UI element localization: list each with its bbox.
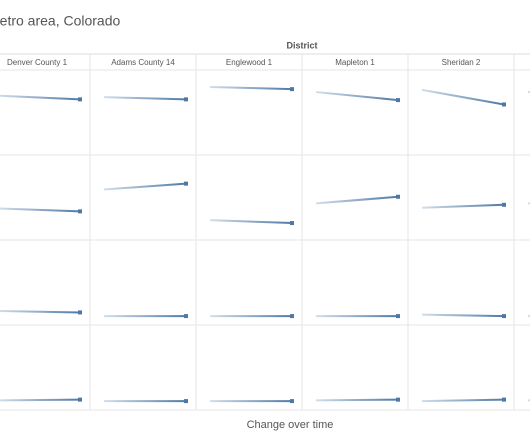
end-point bbox=[502, 314, 506, 319]
end-point bbox=[396, 98, 400, 103]
slope-line bbox=[103, 182, 187, 191]
chart-title: Metro area, Colorado bbox=[0, 13, 121, 29]
slope-line bbox=[209, 219, 293, 225]
end-point bbox=[396, 314, 400, 319]
end-point bbox=[502, 202, 506, 207]
end-point bbox=[78, 209, 82, 214]
column-label: Denver County 1 bbox=[7, 58, 68, 67]
slope-line bbox=[0, 207, 81, 213]
slope-line bbox=[0, 310, 81, 314]
end-point bbox=[184, 181, 188, 186]
end-point bbox=[78, 97, 82, 102]
end-point bbox=[290, 314, 294, 319]
end-point bbox=[184, 97, 188, 102]
column-header: District bbox=[286, 40, 317, 50]
slope-line bbox=[103, 96, 187, 101]
slope-line bbox=[421, 313, 505, 318]
end-point bbox=[396, 397, 400, 402]
slope-line bbox=[421, 398, 505, 403]
end-point bbox=[184, 314, 188, 319]
end-point bbox=[396, 194, 400, 199]
column-label: Mapleton 1 bbox=[335, 58, 375, 67]
end-point bbox=[184, 399, 188, 404]
end-point bbox=[502, 397, 506, 402]
slope-line bbox=[315, 195, 399, 205]
end-point bbox=[290, 87, 294, 92]
column-label: Adams County 14 bbox=[111, 58, 175, 67]
column-label: Sheridan 2 bbox=[442, 58, 481, 67]
end-point bbox=[290, 399, 294, 404]
column-label: Englewood 1 bbox=[226, 58, 273, 67]
slope-line bbox=[421, 203, 505, 209]
slope-line bbox=[315, 91, 399, 102]
slope-line bbox=[209, 85, 293, 91]
end-point bbox=[78, 397, 82, 402]
x-axis-label: Change over time bbox=[247, 419, 334, 431]
end-point bbox=[78, 310, 82, 315]
slope-line bbox=[0, 94, 81, 101]
slope-line bbox=[315, 398, 399, 402]
end-point bbox=[502, 102, 506, 107]
slope-line bbox=[0, 398, 81, 402]
end-point bbox=[290, 221, 294, 226]
slope-line bbox=[421, 88, 505, 106]
